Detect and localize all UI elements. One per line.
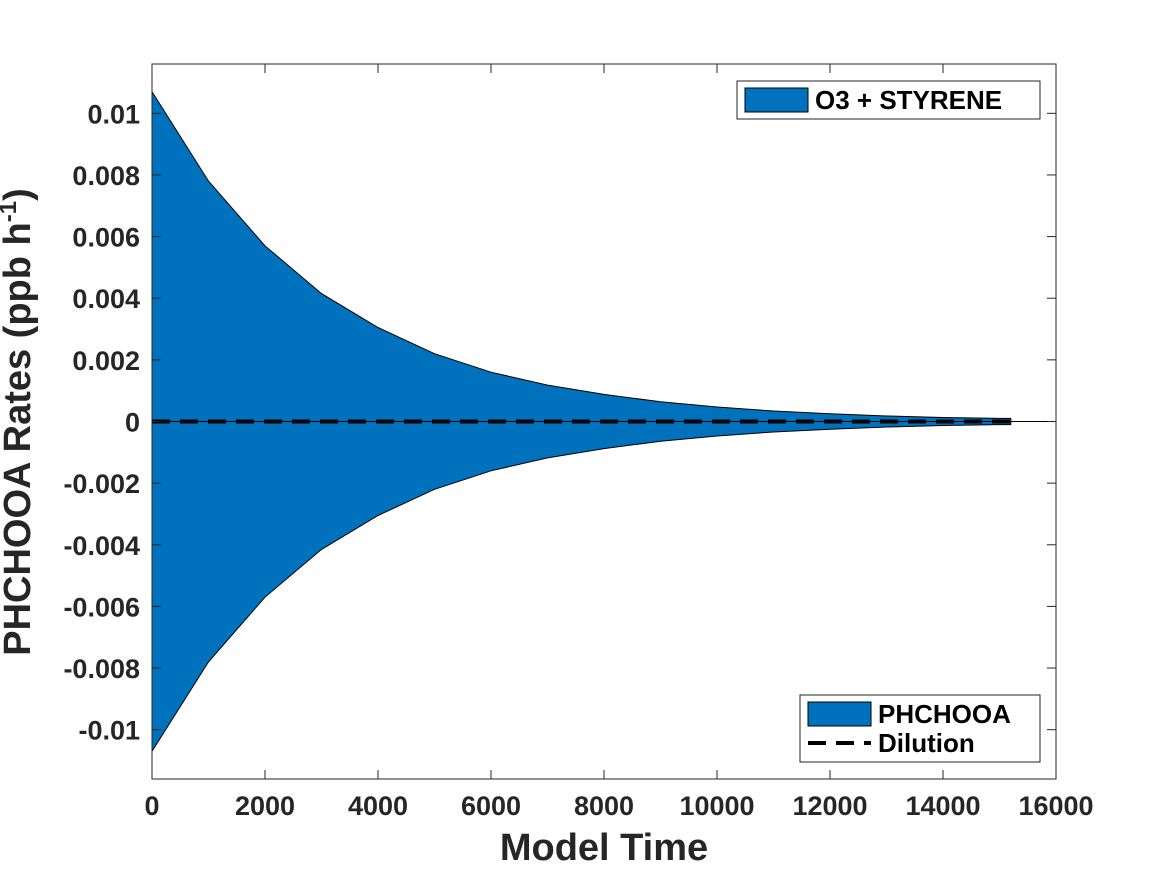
x-tick-label: 16000 [1018,791,1093,821]
x-tick-label: 0 [144,791,159,821]
x-tick-label: 12000 [792,791,867,821]
y-tick-label: 0.01 [87,99,140,129]
legend-bottom: PHCHOOA Dilution [799,694,1041,763]
y-axis-title-close: ) [0,188,39,201]
y-tick-label: -0.002 [63,469,140,499]
legend-top-swatch [744,87,809,113]
y-tick-label: -0.01 [78,716,140,746]
x-tick-label: 4000 [348,791,408,821]
y-tick-label: 0.008 [72,161,140,191]
y-tick-label: -0.004 [63,531,140,561]
x-tick-label: 14000 [905,791,980,821]
x-tick-label: 6000 [461,791,521,821]
o3-styrene-area [151,90,1012,422]
y-tick-label: 0.006 [72,223,140,253]
y-tick-label: 0.002 [72,346,140,376]
y-tick-label: -0.008 [63,654,140,684]
y-axis-title-sup: -1 [0,201,22,222]
y-axis-title: PHCHOOA Rates (ppb h-1) [0,188,39,656]
y-axis-title-main: PHCHOOA Rates (ppb h [0,222,39,656]
legend-bottom-label-phchooa: PHCHOOA [878,699,1011,729]
y-tick-label: 0.004 [72,284,140,314]
dilution-area [151,421,1012,753]
x-tick-labels: 0 2000 4000 6000 8000 10000 12000 14000 16000 [144,791,1093,821]
x-axis-title: Model Time [500,827,708,869]
y-tick-labels: -0.01 -0.008 -0.006 -0.004 -0.002 0 0.002 0.004… [63,99,140,745]
y-tick-label: 0 [125,408,140,438]
plot-area [151,90,1012,753]
legend-top-label: O3 + STYRENE [815,85,1002,115]
y-tick-label: -0.006 [63,592,140,622]
x-tick-label: 8000 [574,791,634,821]
legend-bottom-label-dilution: Dilution [878,728,975,758]
x-tick-label: 10000 [679,791,754,821]
tick-marks [151,64,1057,779]
x-tick-label: 2000 [235,791,295,821]
legend-top: O3 + STYRENE [736,80,1041,120]
legend-bottom-swatch [807,701,872,727]
